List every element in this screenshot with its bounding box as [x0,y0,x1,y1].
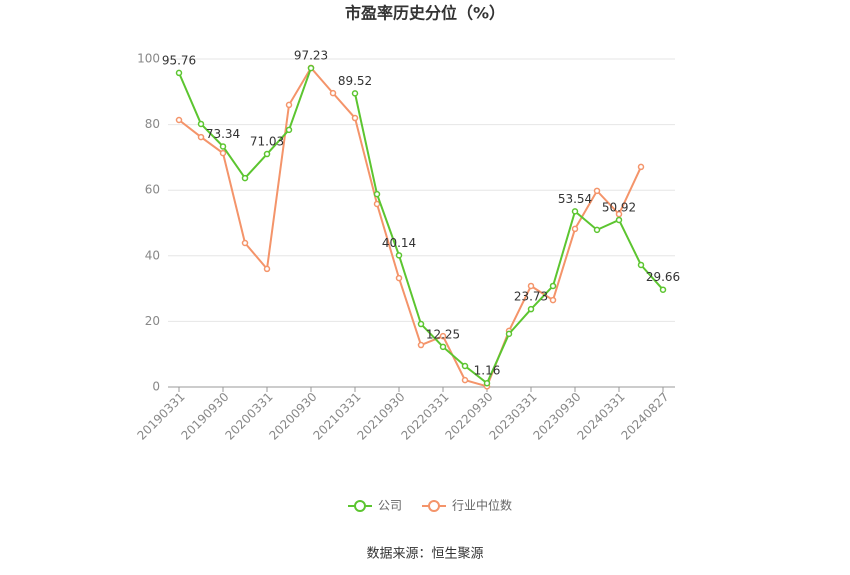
data-label: 97.23 [294,49,328,63]
legend-marker [428,500,440,512]
legend-label: 行业中位数 [452,498,512,513]
data-point [263,265,271,273]
data-label: 40.14 [382,236,416,250]
data-label: 1.16 [474,364,501,378]
data-point [219,143,227,150]
data-point [417,320,425,328]
data-point [395,252,403,259]
data-label: 50.92 [602,200,636,214]
y-tick-label: 40 [145,248,160,262]
data-point [483,379,491,387]
y-tick-label: 0 [152,380,160,394]
data-point [175,69,183,77]
data-point [307,64,315,72]
data-label: 29.66 [646,270,680,284]
data-point [615,216,623,224]
data-point [637,163,645,171]
data-point [175,116,183,124]
source-note: 数据来源：恒生聚源 [366,547,483,562]
data-point [593,187,601,195]
data-point [593,226,601,234]
data-point [197,133,205,141]
data-point [285,101,293,109]
data-label: 73.34 [206,127,240,141]
data-point [373,190,381,198]
data-point [351,90,359,97]
data-label: 53.54 [558,192,592,206]
data-point [219,149,227,157]
data-point [659,286,667,293]
data-point [505,330,513,338]
chart-title: 市盈率历史分位（%） [345,4,505,23]
data-label: 71.03 [250,135,284,149]
y-tick-label: 20 [145,314,160,328]
legend-label: 公司 [378,499,402,513]
data-point [615,210,623,218]
legend-item: 行业中位数 [422,498,512,513]
data-point [241,239,249,247]
data-point [263,150,271,158]
data-label: 12.25 [426,327,460,341]
data-point [351,114,359,122]
data-label: 89.52 [338,74,372,88]
data-point [549,282,557,290]
data-point [439,332,447,340]
y-tick-label: 100 [137,52,160,66]
data-point [637,261,645,269]
data-point [571,208,579,215]
data-point [527,305,535,313]
data-point [417,341,425,349]
data-point [285,126,293,134]
data-point [395,274,403,282]
data-point [241,174,249,182]
data-point [373,200,381,208]
data-point [461,362,469,370]
data-point [439,343,447,351]
data-point [329,89,337,97]
y-tick-label: 60 [145,183,160,197]
legend-marker [354,500,366,512]
data-point [527,282,535,290]
data-point [461,376,469,384]
data-point [197,120,205,128]
data-point [549,296,557,304]
data-label: 95.76 [162,53,196,67]
data-label: 23.73 [514,290,548,304]
data-point [571,225,579,233]
series-line [178,66,642,388]
y-tick-label: 80 [145,117,160,131]
x-tick-label: 20240827 [619,390,672,443]
legend-item: 公司 [348,499,402,513]
